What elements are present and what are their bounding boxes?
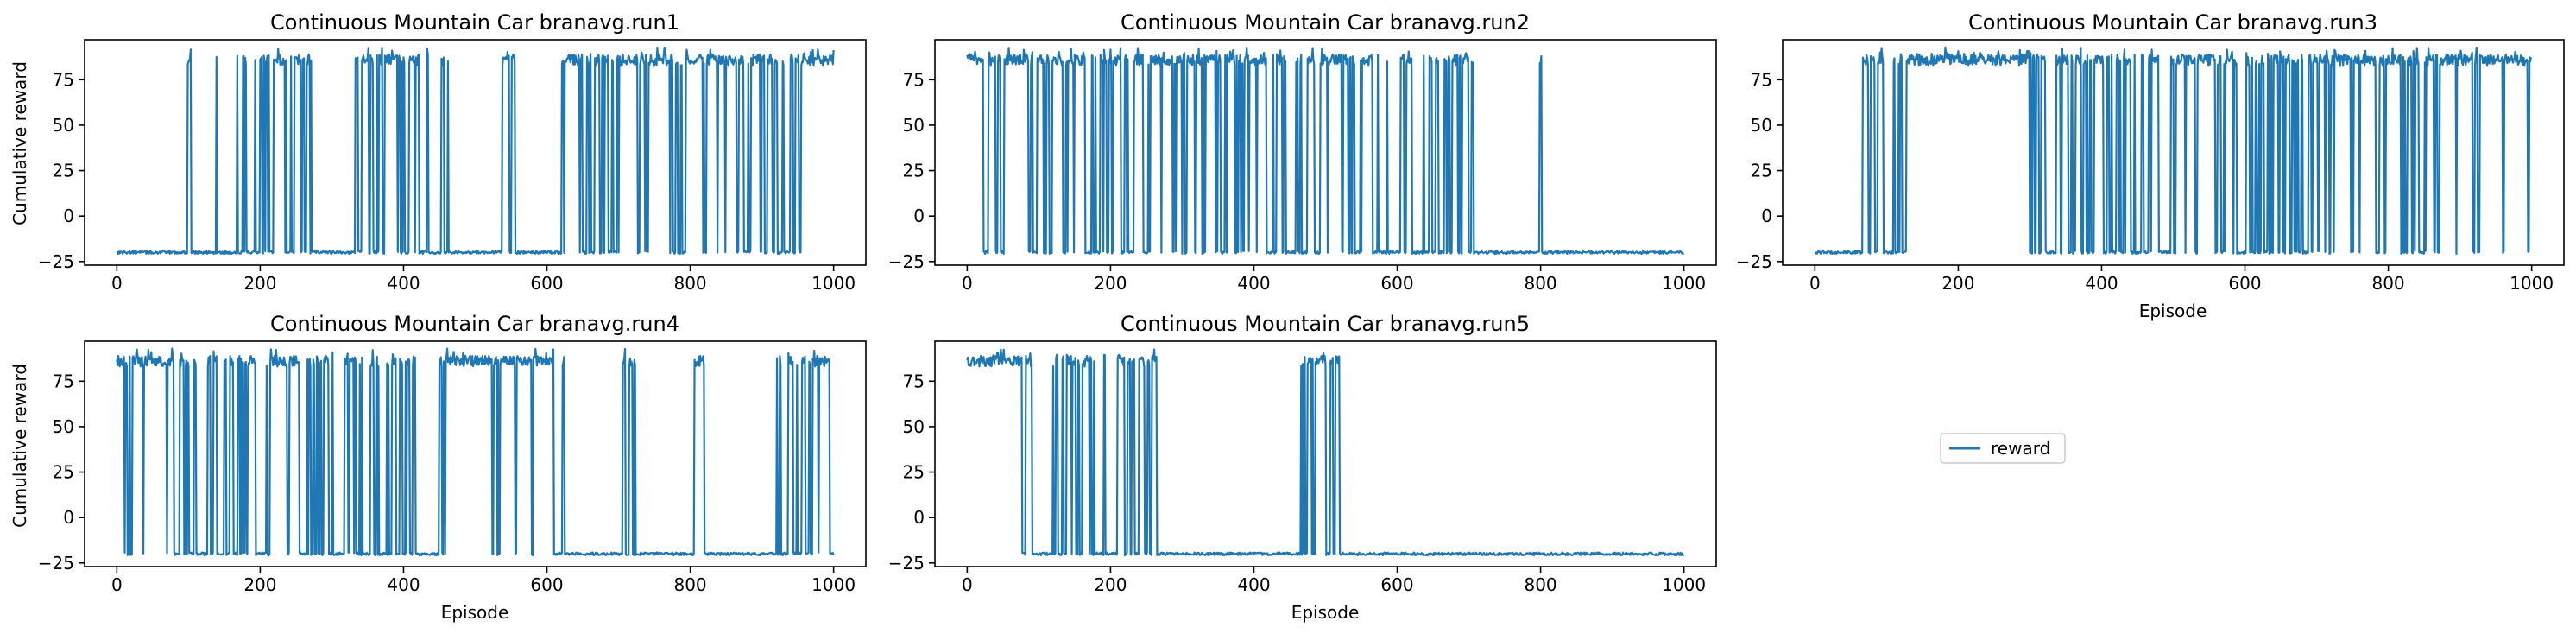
y-tick-label: 0 [913, 206, 925, 226]
subplot-title: Continuous Mountain Car branavg.run5 [1121, 312, 1530, 336]
series-line-reward [966, 47, 1684, 256]
y-tick-label: 25 [53, 161, 74, 181]
y-tick-label: 75 [53, 371, 74, 391]
legend-label: reward [1991, 438, 2050, 459]
y-tick-label: 25 [1751, 161, 1772, 181]
y-tick-label: 25 [903, 462, 925, 483]
x-tick-label: 200 [1094, 574, 1127, 595]
series-line-reward [1814, 46, 2532, 256]
y-tick-label: 75 [903, 371, 925, 391]
y-tick-label: 25 [53, 462, 74, 483]
x-tick-label: 1000 [1662, 273, 1706, 294]
y-tick-label: 0 [63, 206, 74, 226]
x-tick-label: 1000 [811, 574, 856, 595]
y-tick-label: 0 [913, 507, 925, 528]
y-tick-label: −25 [38, 251, 74, 272]
y-tick-label: −25 [888, 553, 925, 574]
series-line-reward [966, 348, 1685, 557]
x-tick-label: 200 [243, 273, 276, 294]
y-tick-label: 75 [53, 69, 74, 90]
x-tick-label: 600 [530, 574, 563, 595]
legend-frame [1940, 433, 2066, 464]
y-tick-label: 25 [903, 161, 925, 181]
x-axis-label: Episode [441, 602, 509, 623]
x-tick-label: 0 [1809, 273, 1821, 294]
x-tick-label: 200 [1941, 273, 1974, 294]
plot-frame [934, 340, 1717, 567]
x-tick-label: 1000 [2510, 273, 2554, 294]
x-tick-label: 800 [1524, 273, 1556, 294]
y-tick-label: 50 [903, 416, 925, 437]
x-tick-label: 0 [962, 273, 973, 294]
x-axis-label: Episode [2139, 301, 2207, 321]
subplot-run3: Continuous Mountain Car branavg.run3 Epi… [1736, 10, 2565, 321]
x-tick-label: 400 [1237, 574, 1270, 595]
x-tick-label: 400 [1237, 273, 1270, 294]
y-tick-label: 50 [53, 115, 74, 136]
y-tick-label: −25 [1736, 251, 1772, 272]
y-tick-label: 50 [1751, 115, 1772, 136]
subplot-title: Continuous Mountain Car branavg.run3 [1968, 10, 2377, 35]
subplot-run2: Continuous Mountain Car branavg.run2 0 20… [888, 10, 1717, 294]
subplot-title: Continuous Mountain Car branavg.run4 [270, 312, 679, 336]
x-tick-label: 1000 [811, 273, 856, 294]
plot-frame [84, 340, 867, 567]
x-tick-label: 600 [1380, 273, 1413, 294]
y-axis-label: Cumulative reward [9, 364, 30, 528]
subplot-run4: Continuous Mountain Car branavg.run4 Cum… [9, 312, 867, 623]
y-tick-label: −25 [888, 251, 925, 272]
x-tick-label: 0 [962, 574, 973, 595]
series-line-reward [116, 46, 835, 256]
subplot-run5: Continuous Mountain Car branavg.run5 Epi… [888, 312, 1717, 623]
x-tick-label: 0 [111, 273, 123, 294]
x-tick-label: 1000 [1662, 574, 1706, 595]
x-tick-label: 800 [673, 273, 706, 294]
legend: reward [1940, 433, 2066, 464]
subplot-title: Continuous Mountain Car branavg.run2 [1121, 10, 1530, 35]
plot-frame [84, 39, 867, 266]
x-tick-label: 800 [2371, 273, 2404, 294]
x-tick-label: 600 [2228, 273, 2261, 294]
x-tick-label: 400 [387, 574, 420, 595]
x-tick-label: 800 [673, 574, 706, 595]
y-tick-label: 75 [1751, 69, 1772, 90]
x-tick-label: 400 [387, 273, 420, 294]
y-axis-label: Cumulative reward [9, 61, 30, 225]
x-tick-label: 0 [111, 574, 123, 595]
x-axis-label: Episode [1291, 602, 1360, 623]
x-tick-label: 400 [2085, 273, 2118, 294]
subplot-title: Continuous Mountain Car branavg.run1 [270, 10, 679, 35]
x-tick-label: 600 [1380, 574, 1413, 595]
y-tick-label: 0 [63, 507, 74, 528]
y-tick-label: −25 [38, 553, 74, 574]
subplot-run1: Continuous Mountain Car branavg.run1 Cum… [9, 10, 867, 294]
plot-frame [1782, 39, 2565, 266]
y-tick-label: 50 [53, 416, 74, 437]
x-tick-label: 600 [530, 273, 563, 294]
y-tick-label: 50 [903, 115, 925, 136]
plot-frame [934, 39, 1717, 266]
series-line-reward [116, 347, 835, 557]
x-tick-label: 200 [243, 574, 276, 595]
y-tick-label: 0 [1761, 206, 1772, 226]
x-tick-label: 200 [1094, 273, 1127, 294]
y-tick-label: 75 [903, 69, 925, 90]
x-tick-label: 800 [1524, 574, 1556, 595]
